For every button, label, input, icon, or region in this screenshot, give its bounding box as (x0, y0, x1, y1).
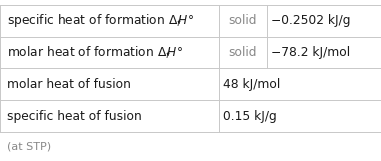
Text: solid: solid (229, 46, 257, 59)
Text: solid: solid (229, 14, 257, 27)
Text: 0.15 kJ/g: 0.15 kJ/g (223, 110, 277, 123)
Text: specific heat of formation $\Delta_f\!H°$: specific heat of formation $\Delta_f\!H°… (7, 12, 194, 29)
Text: (at STP): (at STP) (7, 142, 51, 152)
Text: molar heat of fusion: molar heat of fusion (7, 78, 131, 91)
Text: specific heat of fusion: specific heat of fusion (7, 110, 142, 123)
Text: −0.2502 kJ/g: −0.2502 kJ/g (271, 14, 350, 27)
Text: molar heat of formation $\Delta_f\!H°$: molar heat of formation $\Delta_f\!H°$ (7, 44, 183, 61)
Text: −78.2 kJ/mol: −78.2 kJ/mol (271, 46, 350, 59)
Text: 48 kJ/mol: 48 kJ/mol (223, 78, 280, 91)
